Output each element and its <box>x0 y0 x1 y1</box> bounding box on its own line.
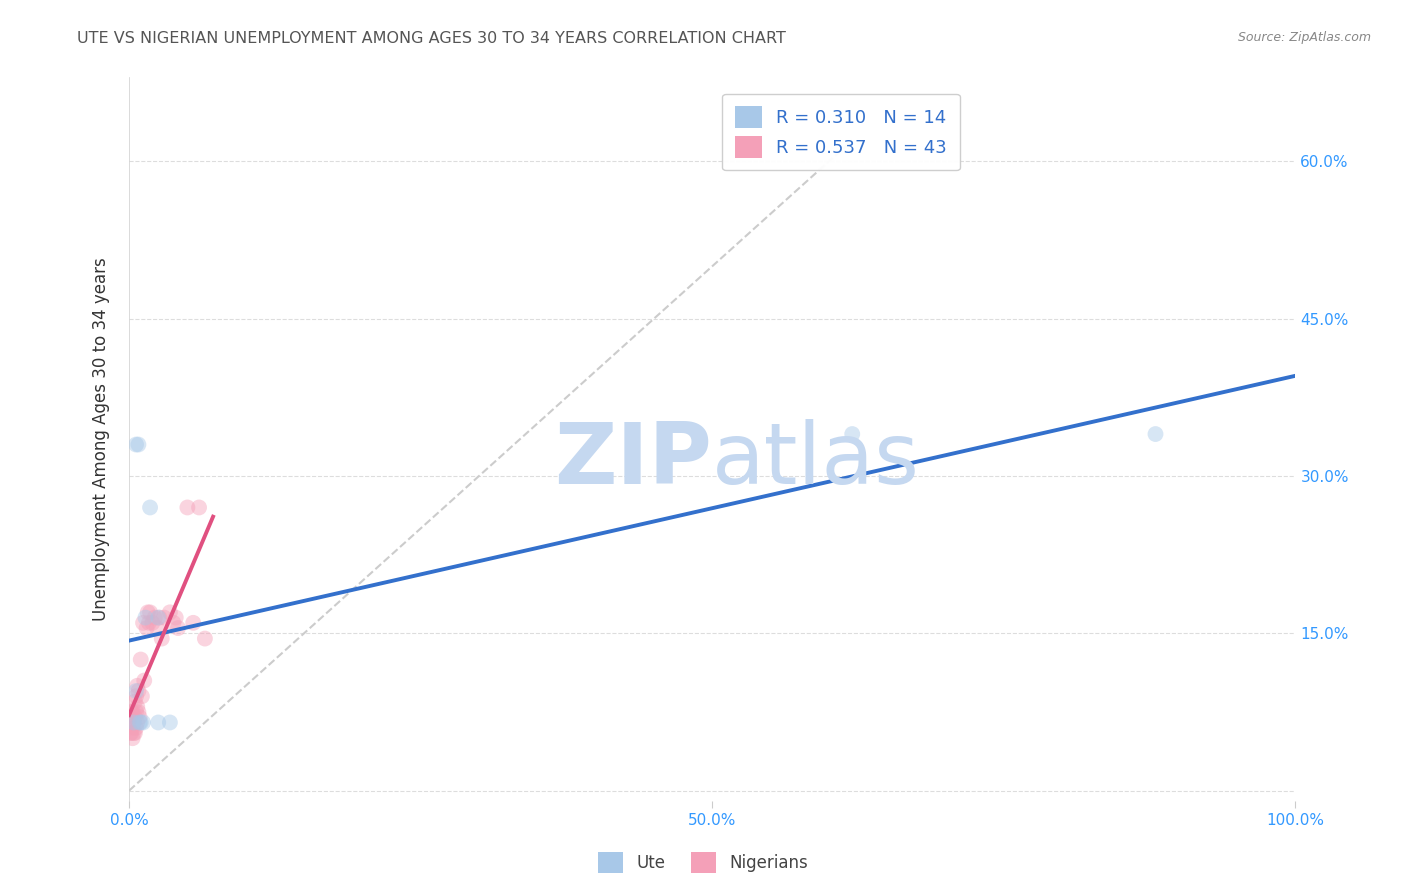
Point <box>162 615 184 630</box>
Point <box>159 605 181 619</box>
Point <box>841 427 863 442</box>
Point <box>132 615 155 630</box>
Point <box>167 621 190 635</box>
Point <box>132 715 155 730</box>
Point <box>148 715 170 730</box>
Point <box>122 715 145 730</box>
Point <box>120 705 142 719</box>
Point <box>129 652 152 666</box>
Point <box>1144 427 1167 442</box>
Point <box>176 500 198 515</box>
Point <box>139 500 162 515</box>
Point <box>127 715 149 730</box>
Point <box>124 726 146 740</box>
Point <box>125 690 148 704</box>
Point <box>131 690 153 704</box>
Point <box>120 710 142 724</box>
Point <box>194 632 217 646</box>
Point <box>127 684 149 698</box>
Point <box>127 699 149 714</box>
Point <box>129 715 152 730</box>
Point <box>127 705 149 719</box>
Point <box>148 610 170 624</box>
Point <box>120 726 142 740</box>
Legend: R = 0.310   N = 14, R = 0.537   N = 43: R = 0.310 N = 14, R = 0.537 N = 43 <box>723 94 960 170</box>
Point <box>124 710 146 724</box>
Point <box>135 621 157 635</box>
Point <box>122 715 145 730</box>
Point <box>121 705 143 719</box>
Legend: Ute, Nigerians: Ute, Nigerians <box>592 846 814 880</box>
Point <box>128 715 150 730</box>
Text: ZIP: ZIP <box>554 419 713 502</box>
Point <box>143 610 166 624</box>
Point <box>125 721 148 735</box>
Text: Source: ZipAtlas.com: Source: ZipAtlas.com <box>1237 31 1371 45</box>
Point <box>141 615 163 630</box>
Point <box>134 610 156 624</box>
Text: UTE VS NIGERIAN UNEMPLOYMENT AMONG AGES 30 TO 34 YEARS CORRELATION CHART: UTE VS NIGERIAN UNEMPLOYMENT AMONG AGES … <box>77 31 786 46</box>
Point <box>125 684 148 698</box>
Point <box>150 632 173 646</box>
Point <box>121 721 143 735</box>
Point <box>128 710 150 724</box>
Point <box>153 610 176 624</box>
Point <box>120 726 142 740</box>
Point <box>139 605 162 619</box>
Point <box>125 437 148 451</box>
Point <box>127 437 149 451</box>
Point <box>134 673 156 688</box>
Point <box>136 605 159 619</box>
Point <box>181 615 204 630</box>
Point <box>138 615 160 630</box>
Point <box>121 731 143 746</box>
Point <box>125 705 148 719</box>
Point <box>188 500 211 515</box>
Point <box>124 694 146 708</box>
Y-axis label: Unemployment Among Ages 30 to 34 years: Unemployment Among Ages 30 to 34 years <box>93 258 110 621</box>
Point <box>127 679 149 693</box>
Point <box>165 610 187 624</box>
Point <box>146 621 169 635</box>
Point <box>159 715 181 730</box>
Point <box>122 726 145 740</box>
Point <box>148 610 170 624</box>
Text: atlas: atlas <box>713 419 921 502</box>
